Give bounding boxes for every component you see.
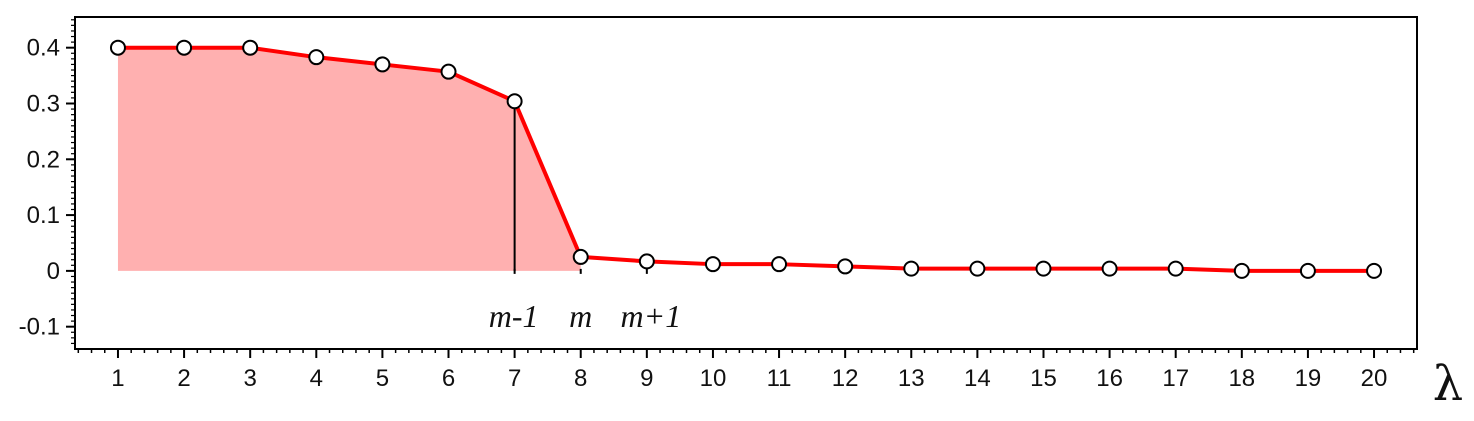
data-point: [704, 256, 721, 273]
data-point: [308, 49, 325, 66]
x-tick-label: 10: [700, 365, 727, 392]
x-tick-label: 1: [111, 365, 124, 392]
y-tick-label: 0.4: [27, 35, 60, 62]
x-tick-label: 15: [1030, 365, 1057, 392]
data-point: [1233, 262, 1250, 279]
data-point: [176, 39, 193, 56]
data-point: [1035, 260, 1052, 277]
data-point: [374, 56, 391, 73]
shaded-area: [117, 47, 581, 271]
y-tick-label: -0.1: [19, 314, 60, 341]
x-tick-label: 2: [177, 365, 190, 392]
x-tick-label: 12: [832, 365, 859, 392]
x-tick-label: 4: [310, 365, 323, 392]
x-tick-label: 18: [1228, 365, 1255, 392]
y-tick-label: 0.2: [27, 146, 60, 173]
data-points: [109, 39, 1383, 279]
x-tick-label: 20: [1361, 365, 1388, 392]
data-point: [440, 63, 457, 80]
data-point: [242, 39, 259, 56]
data-point: [1167, 260, 1184, 277]
x-tick-label: 17: [1162, 365, 1189, 392]
annotation-label: m+1: [620, 298, 681, 334]
plot-frame: [74, 16, 1418, 350]
data-point: [969, 260, 986, 277]
shaded-area-layer: [117, 47, 581, 271]
series-line-layer: [117, 45, 1375, 273]
axes: [66, 16, 1418, 358]
series-line: [117, 45, 1375, 273]
data-point: [1299, 262, 1316, 279]
data-point: [1366, 262, 1383, 279]
x-tick-label: 7: [508, 365, 521, 392]
annotation-label: m-1: [489, 298, 539, 334]
data-point: [1101, 260, 1118, 277]
tick-labels: 1 2 3 4 5 6 7 8 9 10 11 12 13 14 15 16 17 18 19 20-0.100.10…: [19, 35, 1388, 392]
x-tick-label: 13: [898, 365, 925, 392]
x-tick-label: 3: [244, 365, 257, 392]
data-point: [903, 260, 920, 277]
data-point: [837, 258, 854, 275]
x-tick-label: 5: [376, 365, 389, 392]
x-tick-label: 16: [1096, 365, 1123, 392]
x-tick-label: 9: [640, 365, 653, 392]
data-point: [771, 256, 788, 273]
y-tick-label: 0: [47, 258, 60, 285]
x-axis-label: λ: [1433, 356, 1463, 412]
data-point: [109, 39, 126, 56]
x-tick-label: 6: [442, 365, 455, 392]
data-point: [638, 253, 655, 270]
x-tick-label: 8: [574, 365, 587, 392]
data-point: [572, 248, 589, 265]
y-tick-label: 0.3: [27, 90, 60, 117]
annotations: m-1 m m+1: [489, 298, 681, 334]
y-tick-label: 0.1: [27, 202, 60, 229]
x-tick-label: 11: [767, 365, 792, 392]
annotation-label: m: [569, 298, 592, 334]
data-point: [506, 93, 523, 110]
marker-line-layer: [513, 101, 648, 274]
x-tick-label: 14: [964, 365, 991, 392]
x-tick-label: 19: [1295, 365, 1322, 392]
